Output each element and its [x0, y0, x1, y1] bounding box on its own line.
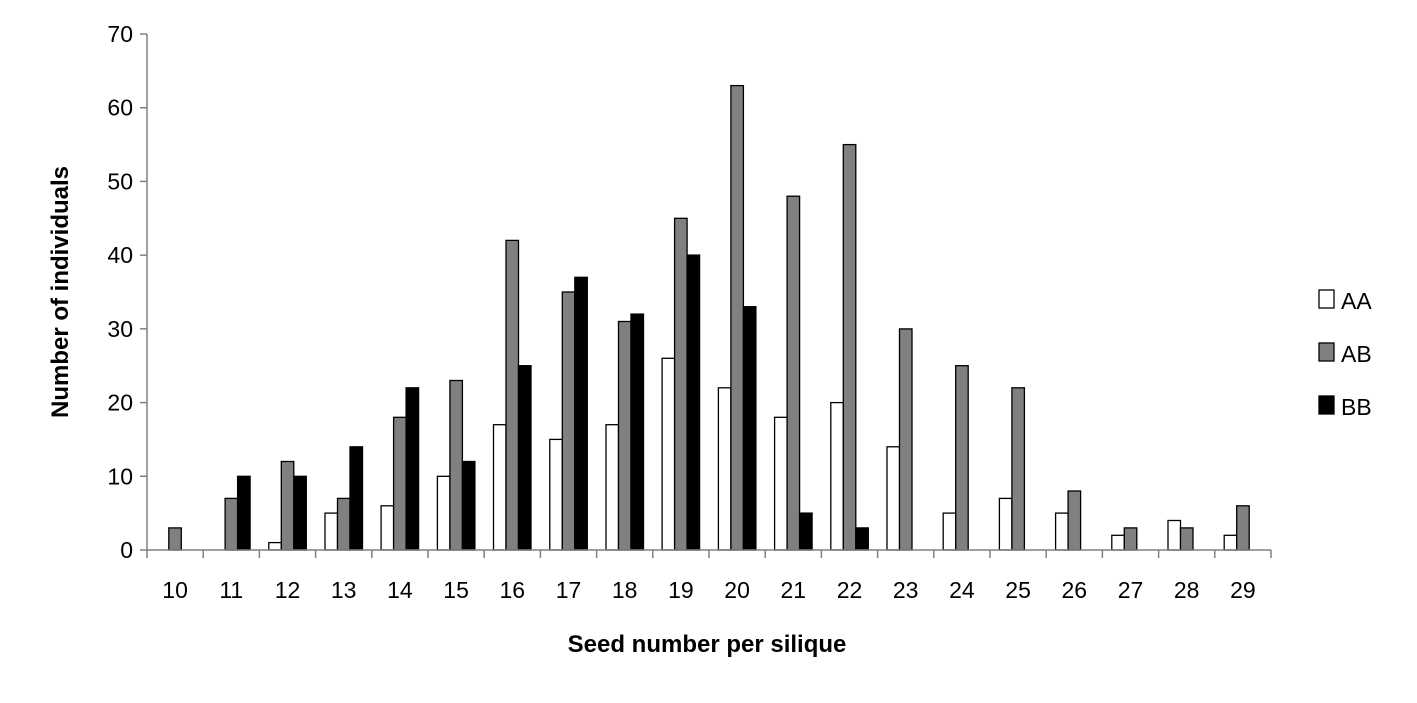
bar-aa-29	[1223, 534, 1238, 551]
x-tick-label-10: 10	[162, 577, 188, 603]
bar-ab-17	[561, 291, 576, 551]
bar-ab-19	[673, 217, 688, 551]
bar-ab-18	[617, 320, 632, 551]
bar-ab-23	[898, 328, 913, 551]
bar-bb-21	[798, 512, 813, 551]
bar-aa-20	[717, 387, 732, 551]
bar-bb-22	[855, 527, 869, 551]
x-tick-label-14: 14	[387, 577, 413, 603]
x-tick-label-22: 22	[837, 577, 863, 603]
bar-aa-14	[380, 505, 395, 551]
x-tick-label-12: 12	[275, 577, 301, 603]
bar-ab-12	[280, 460, 295, 551]
legend-label-ab: AB	[1341, 341, 1372, 367]
x-tick-label-25: 25	[1005, 577, 1031, 603]
x-tick-label-26: 26	[1062, 577, 1088, 603]
bar-bb-12	[293, 475, 307, 551]
bar-ab-16	[505, 239, 520, 551]
x-axis: 10 11 12 13 14 15 16 17 18 19 20 21 22 23 24 25 26 27 28 29	[146, 549, 1272, 603]
bar-ab-29	[1236, 505, 1250, 551]
x-tick-label-27: 27	[1118, 577, 1144, 603]
bar-bb-15	[461, 460, 476, 551]
x-tick-label-24: 24	[949, 577, 975, 603]
x-axis-title: Seed number per silique	[568, 631, 847, 658]
x-tick-label-17: 17	[556, 577, 582, 603]
bar-aa-25	[998, 497, 1013, 551]
bar-aa-15	[436, 475, 451, 551]
x-tick-label-19: 19	[668, 577, 694, 603]
y-tick-label-40: 40	[107, 242, 133, 268]
bar-ab-26	[1067, 490, 1082, 551]
x-tick-label-11: 11	[219, 577, 243, 603]
bar-aa-17	[549, 438, 563, 551]
x-tick-label-13: 13	[331, 577, 357, 603]
bar-aa-21	[773, 416, 788, 551]
bar-ab-13	[336, 497, 351, 551]
bar-ab-15	[449, 379, 464, 551]
x-tick-label-28: 28	[1174, 577, 1200, 603]
bar-aa-22	[830, 401, 844, 551]
bar-bb-16	[517, 365, 532, 551]
y-tick-label-30: 30	[107, 316, 133, 342]
bar-ab-22	[842, 143, 857, 551]
legend-swatch-ab	[1318, 342, 1335, 362]
bars-group	[168, 84, 1250, 551]
y-tick-label-70: 70	[107, 21, 133, 47]
bar-aa-19	[661, 357, 676, 551]
x-tick-label-18: 18	[612, 577, 638, 603]
y-tick-label-10: 10	[107, 463, 133, 489]
bar-aa-13	[324, 512, 339, 551]
x-tick-label-20: 20	[724, 577, 750, 603]
bar-ab-24	[955, 365, 969, 551]
bar-ab-21	[786, 195, 801, 551]
y-axis-title: Number of individuals	[47, 166, 74, 418]
bar-aa-12	[268, 541, 282, 551]
bar-aa-26	[1054, 512, 1069, 551]
bar-bb-14	[405, 387, 420, 551]
legend: AA AB BB	[1318, 288, 1372, 420]
bar-ab-25	[1011, 387, 1026, 551]
legend-label-bb: BB	[1341, 394, 1372, 420]
x-tick-label-23: 23	[893, 577, 919, 603]
bar-ab-28	[1179, 527, 1194, 551]
x-tick-label-15: 15	[443, 577, 469, 603]
y-axis: 0 10 20 30 40 50 60 70	[107, 21, 148, 563]
y-tick-label-0: 0	[120, 537, 133, 563]
bar-aa-18	[605, 424, 620, 551]
bar-aa-23	[886, 446, 901, 551]
bar-aa-28	[1167, 519, 1182, 551]
bar-bb-17	[574, 276, 588, 551]
legend-swatch-bb	[1318, 395, 1335, 415]
bar-bb-18	[630, 313, 645, 551]
bar-bb-13	[349, 446, 364, 551]
bar-ab-14	[392, 416, 407, 551]
bar-aa-16	[492, 424, 507, 551]
bar-aa-24	[942, 512, 957, 551]
legend-label-aa: AA	[1341, 288, 1372, 314]
bar-ab-27	[1123, 527, 1138, 551]
bar-ab-11	[224, 497, 239, 551]
bar-bb-11	[236, 475, 251, 551]
legend-swatch-aa	[1318, 289, 1335, 309]
y-tick-label-50: 50	[107, 168, 133, 194]
bar-bb-20	[742, 306, 757, 551]
y-tick-label-60: 60	[107, 95, 133, 121]
x-tick-label-29: 29	[1230, 577, 1256, 603]
y-tick-label-20: 20	[107, 390, 133, 416]
bar-aa-27	[1111, 534, 1125, 551]
x-tick-label-21: 21	[781, 577, 807, 603]
bar-bb-19	[686, 254, 701, 551]
bar-ab-20	[730, 84, 745, 551]
bar-ab-10	[168, 527, 182, 551]
x-tick-label-16: 16	[500, 577, 526, 603]
